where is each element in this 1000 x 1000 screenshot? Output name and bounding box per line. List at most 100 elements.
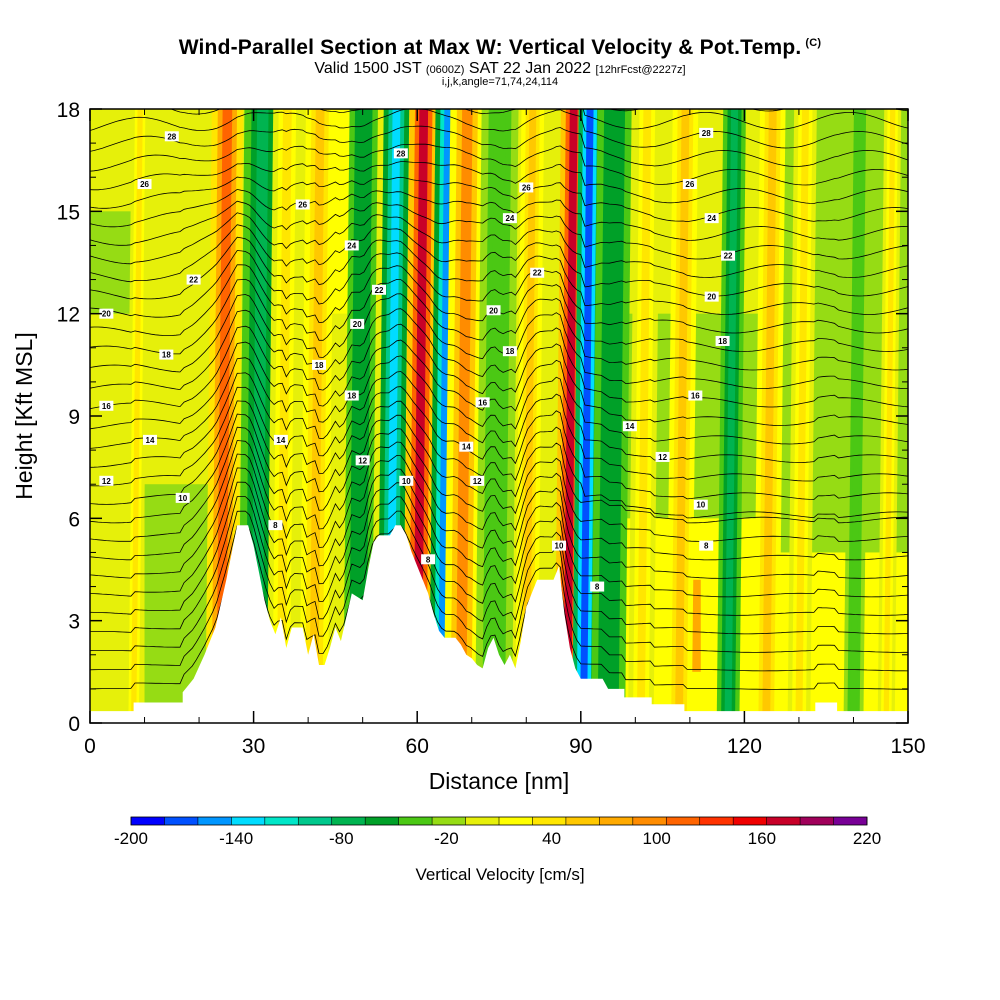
contour-label-text: 22 [533,269,542,278]
colorbar-swatch [164,817,199,825]
pot-temp-contour [90,400,908,519]
contour-label: 24 [704,213,719,224]
colorbar-swatch [398,817,433,825]
potential-temperature-contours [90,109,908,690]
contour-label-box [312,359,327,370]
velocity-band [522,109,537,723]
colorbar-tick-label: -200 [114,829,148,848]
pot-temp-contour [90,109,908,130]
colorbar-tick-label: 40 [542,829,561,848]
pot-temp-contour [90,339,908,445]
contour-label-box [344,240,359,251]
contour-label-text: 12 [358,456,367,465]
contour-label: 24 [344,240,359,251]
contour-label-text: 26 [140,180,149,189]
x-tick-label: 150 [890,735,925,758]
contour-label-text: 22 [375,286,384,295]
colorbar-tick-label: -140 [219,829,253,848]
colorbar-swatch [733,817,767,825]
velocity-band [352,109,369,723]
contour-label-text: 28 [396,149,405,158]
contour-label: 22 [186,274,201,285]
contour-label-text: 26 [685,180,694,189]
velocity-band [437,109,453,723]
contour-label-text: 12 [102,477,111,486]
contour-label-text: 18 [718,337,727,346]
y-tick-label: 3 [68,611,80,634]
contour-label-text: 10 [178,494,187,503]
pot-temp-contour [90,426,908,542]
x-tick-label: 90 [569,735,592,758]
contour-label-box [704,213,719,224]
colorbar-tick-label: -20 [434,829,459,848]
pot-temp-contour [90,525,908,672]
chart-subtitle: Valid 1500 JST (0600Z) SAT 22 Jan 2022 [… [314,60,686,77]
contour-label-text: 8 [704,542,709,551]
x-tick-label: 0 [84,735,96,758]
contour-label-text: 24 [347,241,356,250]
contour-label: 26 [295,199,310,210]
y-tick-label: 15 [57,201,80,224]
contour-label-text: 24 [505,214,514,223]
contour-label-box [519,182,534,193]
colorbar: -200 -140 -80 -20 40 100 160 220 [114,816,881,848]
contour-label: 8 [421,554,436,565]
contour-label-box [344,390,359,401]
contour-label: 10 [693,499,708,510]
contour-label-box [137,179,152,190]
pot-temp-contour [90,293,908,389]
contour-label-box [502,346,517,357]
contour-label: 12 [99,475,114,486]
pot-temp-contour [90,161,908,204]
contour-label-text: 16 [102,402,111,411]
contour-label-box [590,581,605,592]
contour-label-text: 18 [315,361,324,370]
contour-label-text: 20 [353,320,362,329]
contour-label-text: 18 [505,347,514,356]
contour-label: 16 [99,400,114,411]
pot-temp-contour [90,481,908,616]
contour-label-box [142,434,157,445]
velocity-patch [90,211,134,314]
pot-temp-contour [90,143,908,186]
contour-label-text: 14 [462,443,471,452]
contour-label: 20 [99,308,114,319]
contour-label-box [273,434,288,445]
contour-label-box [693,499,708,510]
contour-label-box [295,199,310,210]
contour-label-box [475,397,490,408]
contour-label-box [704,291,719,302]
contour-label: 10 [551,540,566,551]
terrain-mask [90,525,908,723]
colorbar-swatch [131,817,165,825]
contour-label-box [655,451,670,462]
velocity-band [131,109,143,723]
pot-temp-contour [90,200,908,260]
colorbar-tick-label: 220 [853,829,881,848]
velocity-band [602,109,620,723]
colorbar-swatch [699,817,734,825]
contour-label-text: 14 [625,422,634,431]
pot-temp-contour [90,278,908,371]
colorbar-tick-label: 160 [748,829,776,848]
contour-label: 8 [590,581,605,592]
colorbar-swatch [532,817,567,825]
colorbar-swatch [666,817,701,825]
contour-label-box [99,308,114,319]
chart-title: Wind-Parallel Section at Max W: Vertical… [178,36,822,59]
contour-label: 20 [704,291,719,302]
velocity-band [216,109,233,723]
contour-label-text: 26 [298,201,307,210]
contour-label-text: 16 [478,398,487,407]
contour-label-box [421,554,436,565]
y-tick-label: 12 [57,304,80,327]
pot-temp-contour [608,109,908,112]
contour-label-box [622,421,637,432]
contour-label: 28 [393,148,408,159]
velocity-band [487,109,506,723]
x-tick-label: 60 [406,735,429,758]
contour-label: 24 [502,213,517,224]
contour-label-box [175,492,190,503]
contour-labels: 28 26 22 20 18 16 14 12 10 8 26 24 22 20 18 18 14 12 10 8 28… [99,127,736,592]
